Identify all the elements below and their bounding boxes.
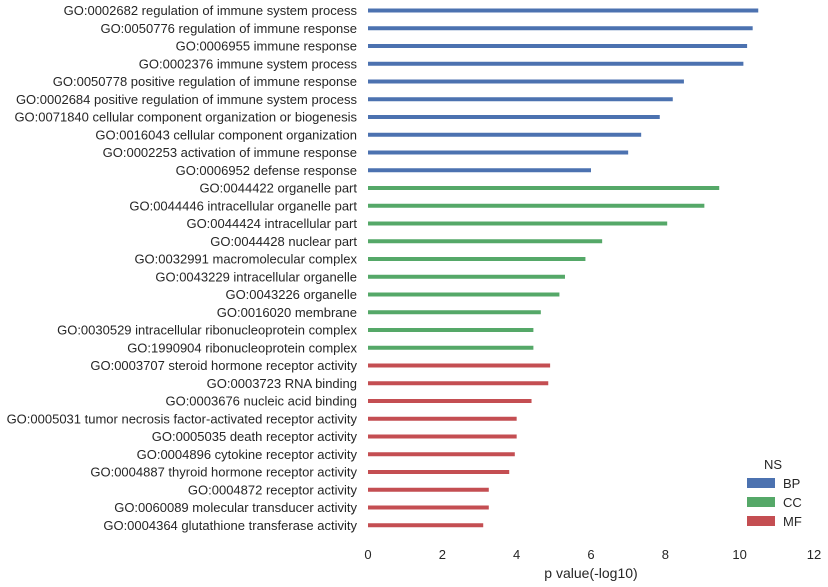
category-label: GO:0044446 intracellular organelle part: [129, 198, 357, 213]
category-label: GO:1990904 ribonucleoprotein complex: [127, 340, 357, 355]
bar-go-0044428: [368, 239, 603, 244]
x-tick-label: 6: [587, 547, 594, 562]
bar-go-0002253: [368, 150, 629, 155]
legend-title: NS: [764, 457, 782, 472]
bar-go-0004896: [368, 452, 515, 457]
bar-go-0005031: [368, 416, 517, 421]
category-label: GO:0044424 intracellular part: [186, 216, 357, 231]
category-label: GO:0004872 receptor activity: [188, 482, 358, 497]
bar-go-0003723: [368, 381, 549, 386]
category-label: GO:0044422 organelle part: [199, 181, 357, 196]
bar-go-0003676: [368, 399, 532, 403]
bar-go-0043229: [368, 274, 565, 279]
category-label: GO:0005031 tumor necrosis factor-activat…: [7, 411, 358, 426]
category-label: GO:0005035 death receptor activity: [152, 429, 358, 444]
bar-go-0016043: [368, 132, 642, 137]
bar-go-0032991: [368, 257, 586, 261]
category-label: GO:0003723 RNA binding: [207, 376, 357, 391]
legend-label-mf: MF: [783, 514, 802, 529]
bar-go-0005035: [368, 434, 517, 439]
category-label: GO:0002253 activation of immune response: [103, 145, 357, 160]
bar-go-0002684: [368, 97, 673, 102]
category-label: GO:0032991 macromolecular complex: [134, 252, 357, 267]
category-label: GO:0002376 immune system process: [139, 56, 358, 71]
bar-go-0050778: [368, 79, 684, 84]
bar-go-0044422: [368, 186, 720, 190]
legend-swatch-bp: [747, 478, 775, 488]
category-label: GO:0006955 immune response: [176, 39, 357, 54]
x-axis-title: p value(-log10): [544, 565, 637, 581]
category-label: GO:0002684 positive regulation of immune…: [16, 92, 358, 107]
bars-group: [368, 8, 759, 528]
category-label: GO:0060089 molecular transducer activity: [114, 500, 357, 515]
legend-swatch-cc: [747, 497, 775, 507]
category-label: GO:0016020 membrane: [217, 305, 357, 320]
category-label: GO:0006952 defense response: [176, 163, 357, 178]
category-label: GO:0050778 positive regulation of immune…: [53, 74, 357, 89]
x-tick-label: 8: [662, 547, 669, 562]
legend-label-cc: CC: [783, 495, 802, 510]
x-tick-label: 4: [513, 547, 520, 562]
bar-go-0002376: [368, 61, 744, 66]
bar-go-0044424: [368, 221, 668, 226]
category-label: GO:0050776 regulation of immune response: [100, 21, 357, 36]
bar-go-0004887: [368, 470, 510, 474]
bar-go-0044446: [368, 203, 705, 208]
bar-go-0004364: [368, 523, 484, 528]
category-label: GO:0043226 organelle: [225, 287, 357, 302]
bar-go-0030529: [368, 328, 534, 332]
category-label: GO:0002682 regulation of immune system p…: [64, 3, 358, 18]
category-label: GO:0003707 steroid hormone receptor acti…: [90, 358, 357, 373]
x-axis-ticks: 0 2 4 6 8 10 12: [364, 547, 821, 562]
bar-go-0071840: [368, 115, 660, 119]
bar-go-0043226: [368, 292, 560, 297]
bar-go-0003707: [368, 363, 551, 368]
category-label: GO:0044428 nuclear part: [210, 234, 357, 249]
category-label: GO:0003676 nucleic acid binding: [165, 394, 357, 409]
bar-go-0060089: [368, 505, 489, 510]
x-tick-label: 0: [364, 547, 371, 562]
category-label: GO:0004364 glutathione transferase activ…: [103, 518, 357, 533]
category-label: GO:0030529 intracellular ribonucleoprote…: [57, 323, 357, 338]
bar-go-1990904: [368, 345, 534, 350]
x-tick-label: 2: [439, 547, 446, 562]
bar-go-0004872: [368, 487, 489, 492]
bar-go-0016020: [368, 310, 541, 315]
category-label: GO:0071840 cellular component organizati…: [14, 110, 357, 125]
bar-go-0002682: [368, 8, 759, 13]
x-tick-label: 12: [807, 547, 821, 562]
legend: NS BP CC MF: [747, 457, 802, 529]
category-label: GO:0004887 thyroid hormone receptor acti…: [90, 465, 357, 480]
legend-swatch-mf: [747, 516, 775, 526]
category-label: GO:0043229 intracellular organelle: [155, 269, 357, 284]
legend-label-bp: BP: [783, 476, 800, 491]
category-label: GO:0004896 cytokine receptor activity: [137, 447, 358, 462]
x-tick-label: 10: [732, 547, 746, 562]
bar-go-0050776: [368, 26, 753, 31]
category-label: GO:0016043 cellular component organizati…: [95, 127, 357, 142]
bar-go-0006952: [368, 168, 591, 173]
category-labels: GO:0002682 regulation of immune system p…: [7, 3, 358, 533]
bar-go-0006955: [368, 44, 748, 48]
